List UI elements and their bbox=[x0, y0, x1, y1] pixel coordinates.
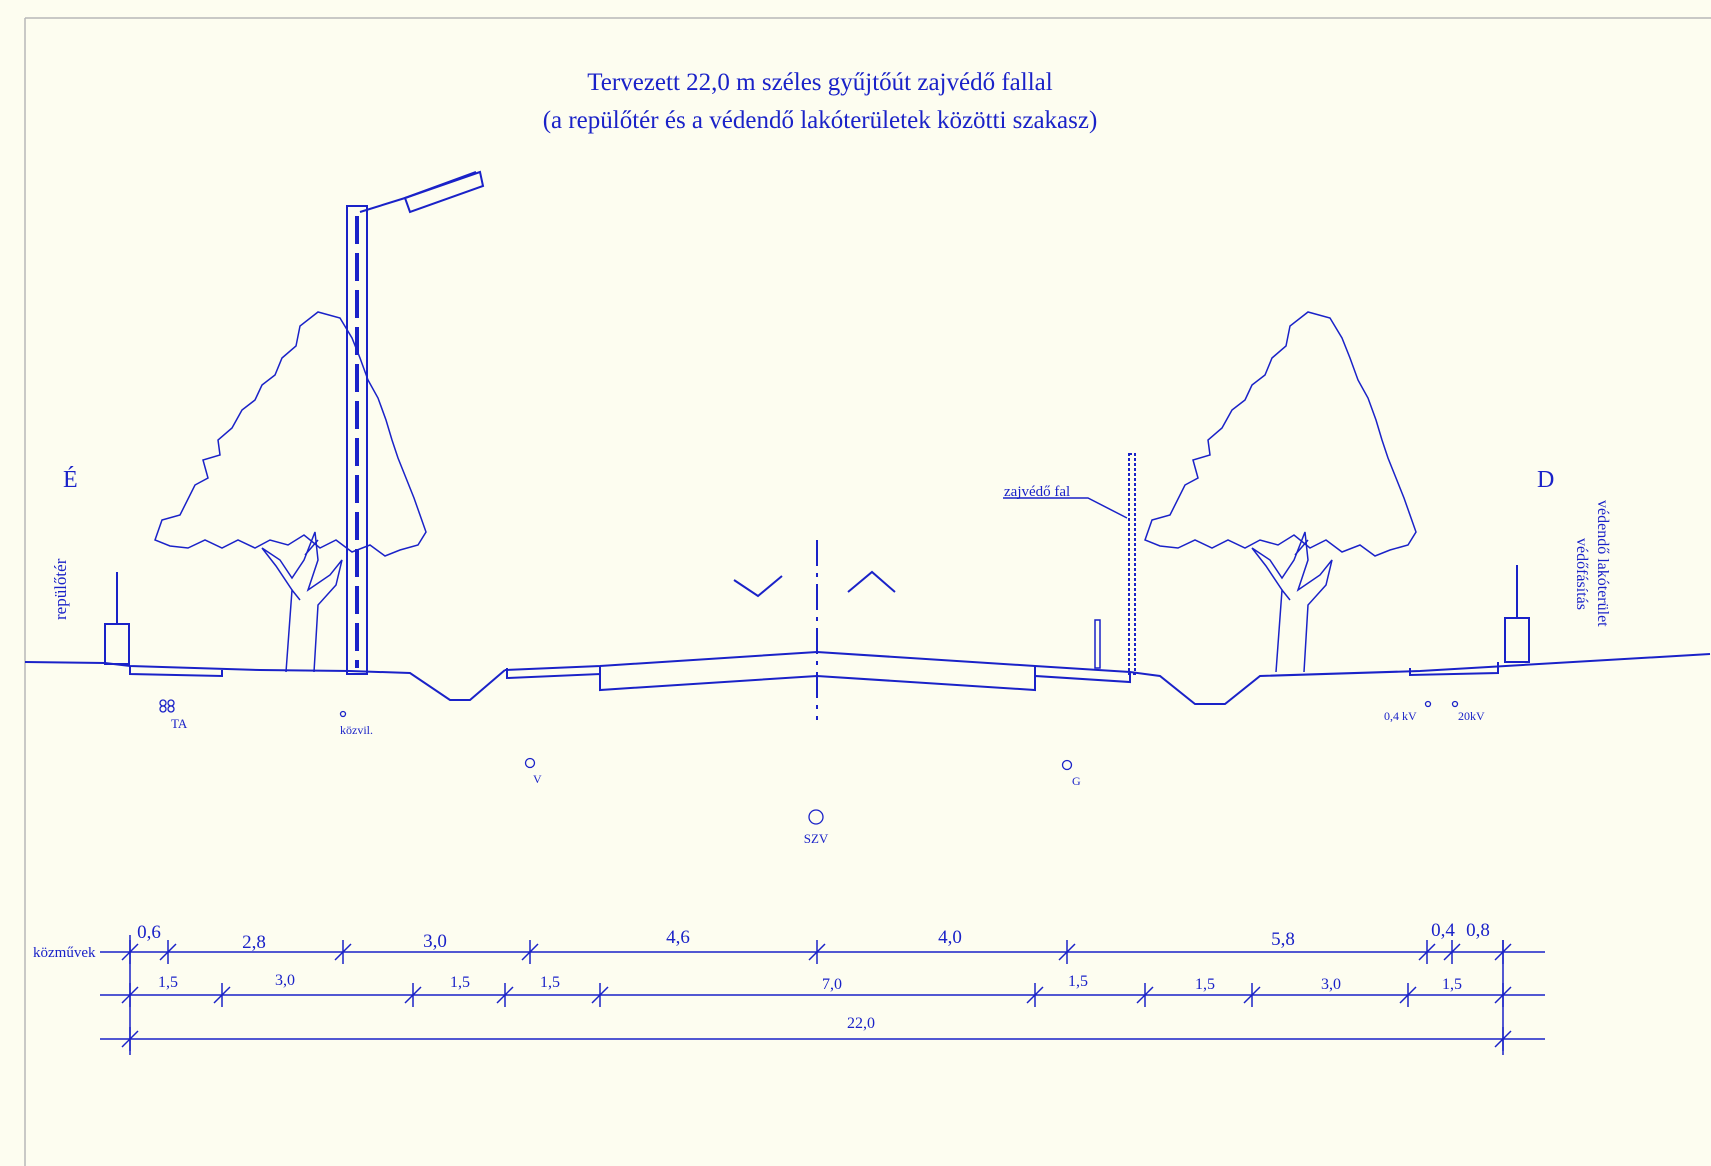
dimension-ticks-row-1 bbox=[121, 940, 1512, 964]
dim-row2-segment: 1,5 bbox=[1442, 976, 1462, 993]
left-curb-post bbox=[104, 572, 130, 665]
dim-total: 22,0 bbox=[847, 1015, 875, 1032]
water-label: V bbox=[533, 772, 542, 786]
noise-wall bbox=[1003, 453, 1136, 675]
street-lamp bbox=[346, 170, 485, 675]
dim-row2-segment: 7,0 bbox=[822, 976, 842, 993]
direction-chevron-left bbox=[733, 575, 783, 598]
dim-row2-segment: 1,5 bbox=[540, 974, 560, 991]
airport-label: repülőtér bbox=[51, 558, 70, 620]
dimension-lines bbox=[100, 935, 1545, 1055]
ground-profile bbox=[24, 650, 1711, 705]
right-curb-post bbox=[1504, 565, 1530, 663]
dim-row1-segment: 3,0 bbox=[423, 931, 447, 952]
north-label: É bbox=[63, 467, 78, 493]
dim-row1-segment: 2,8 bbox=[242, 932, 266, 953]
noise-wall-label: zajvédő fal bbox=[1004, 484, 1070, 500]
dimension-ticks-row-3 bbox=[121, 1027, 1512, 1051]
road-pavement bbox=[506, 666, 1131, 692]
dim-row2-segment: 1,5 bbox=[1068, 973, 1088, 990]
gas-label: G bbox=[1072, 774, 1081, 788]
dimension-ticks-row-2 bbox=[121, 983, 1512, 1007]
dim-row1-segment: 4,6 bbox=[666, 927, 690, 948]
dim-row1-segment: 0,4 bbox=[1431, 920, 1455, 941]
dim-row1-segment: 0,8 bbox=[1466, 920, 1490, 941]
dim-row2-segment: 3,0 bbox=[1321, 976, 1341, 993]
dim-row2-segment: 1,5 bbox=[450, 974, 470, 991]
dim-row1-segment: 0,6 bbox=[137, 922, 161, 943]
south-label: D bbox=[1537, 467, 1554, 493]
dim-row2-segment: 1,5 bbox=[158, 974, 178, 991]
utility-symbols bbox=[159, 699, 1459, 825]
dim-row2-segment: 3,0 bbox=[275, 972, 295, 989]
dim-row1-segment: 5,8 bbox=[1271, 929, 1295, 950]
right-tree bbox=[1144, 311, 1417, 673]
protective-planting-label: védőfásítás bbox=[1573, 538, 1590, 610]
title-line-1: Tervezett 22,0 m széles gyűjtőút zajvédő… bbox=[587, 69, 1052, 96]
dim-row1-segment: 4,0 bbox=[938, 927, 962, 948]
street-lighting-label: közvil. bbox=[340, 723, 373, 737]
utilities-row-label: közművek bbox=[33, 945, 96, 961]
dim-row2-segment: 1,5 bbox=[1195, 976, 1215, 993]
protected-residential-label: védendő lakóterület bbox=[1594, 500, 1611, 627]
left-tree bbox=[154, 311, 427, 673]
telecom-label: TA bbox=[171, 716, 188, 731]
low-voltage-label: 0,4 kV bbox=[1384, 709, 1417, 723]
title-line-2: (a repülőtér és a védendő lakóterületek … bbox=[543, 107, 1098, 134]
direction-chevron-right bbox=[847, 570, 896, 593]
sewer-label: SZV bbox=[804, 831, 829, 846]
medium-voltage-label: 20kV bbox=[1458, 709, 1485, 723]
